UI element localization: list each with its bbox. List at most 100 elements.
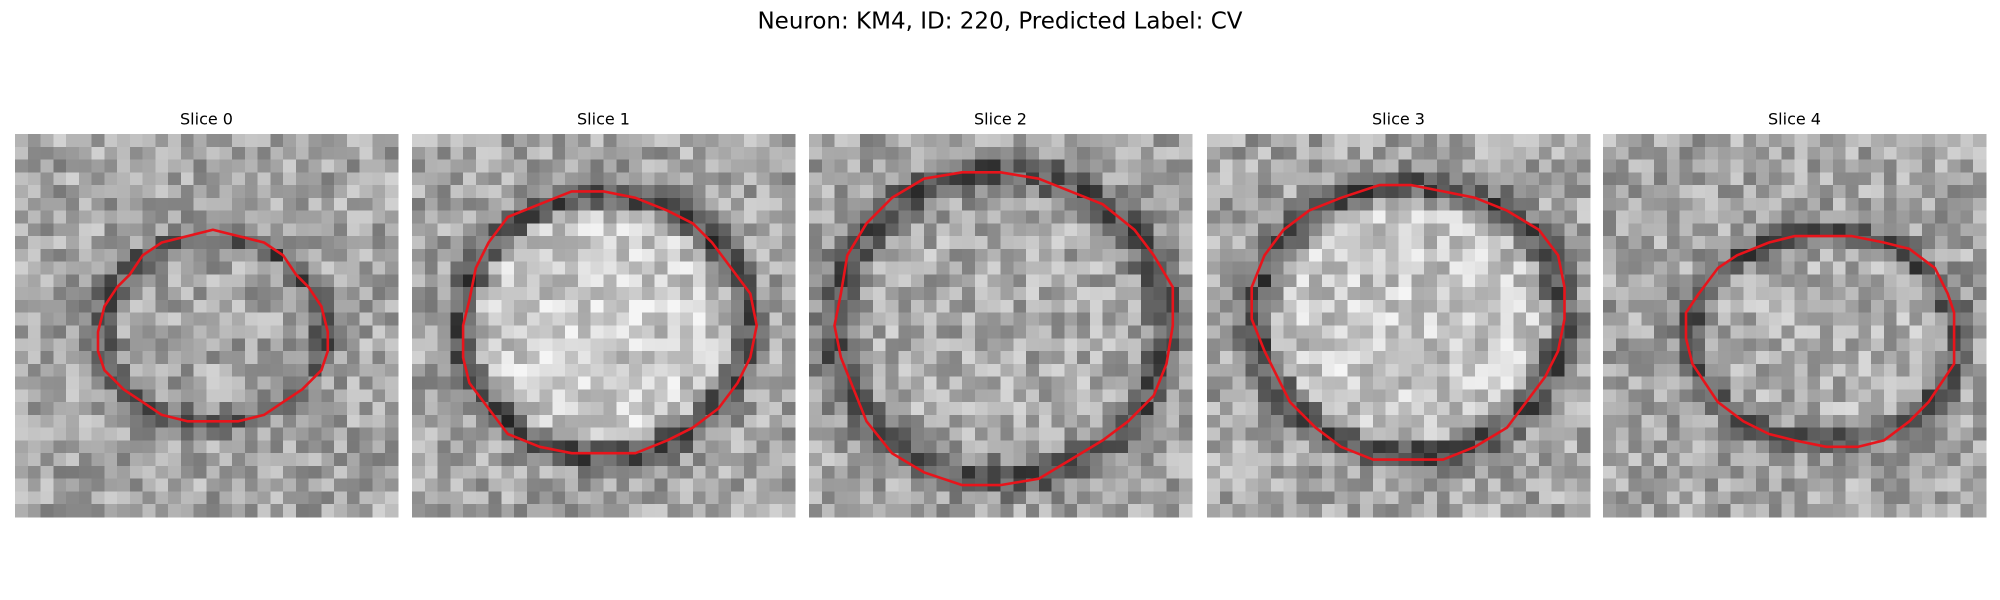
pixel: [1679, 146, 1693, 161]
pixel: [346, 159, 361, 173]
pixel: [1603, 376, 1617, 390]
pixel: [731, 299, 745, 314]
pixel: [437, 172, 451, 186]
pixel: [667, 248, 681, 263]
pixel: [104, 389, 118, 403]
pixel: [1934, 478, 1949, 493]
pixel: [923, 172, 938, 186]
pixel: [1207, 338, 1221, 352]
pixel: [692, 172, 707, 186]
pixel: [1500, 134, 1514, 148]
pixel: [232, 338, 246, 352]
pixel: [1334, 402, 1349, 416]
pixel: [782, 287, 796, 301]
pixel: [872, 414, 887, 429]
pixel: [1577, 376, 1591, 390]
pixel: [1334, 427, 1349, 441]
pixel: [27, 389, 42, 403]
pixel: [1064, 159, 1078, 173]
pixel: [1115, 261, 1129, 276]
pixel: [168, 210, 182, 224]
pixel: [1743, 146, 1757, 161]
pixel: [53, 363, 67, 378]
pixel: [1166, 261, 1180, 276]
pixel: [1743, 427, 1757, 441]
pixel: [1398, 427, 1412, 441]
pixel: [1270, 236, 1285, 250]
pixel: [1089, 236, 1104, 250]
pixel: [1564, 465, 1578, 480]
pixel: [1896, 440, 1910, 454]
pixel: [295, 287, 310, 301]
pixel: [743, 440, 758, 454]
pixel: [1922, 478, 1936, 493]
pixel: [1666, 299, 1681, 314]
pixel: [1794, 261, 1808, 276]
pixel: [334, 312, 348, 327]
pixel: [1756, 172, 1770, 186]
pixel: [1245, 261, 1259, 276]
pixel: [206, 338, 220, 352]
pixel: [1909, 325, 1923, 339]
pixel: [603, 248, 617, 263]
pixel: [680, 312, 694, 327]
pixel: [270, 325, 284, 339]
pixel: [962, 363, 976, 378]
pixel: [257, 134, 271, 148]
pixel: [743, 274, 758, 288]
pixel: [705, 146, 719, 161]
pixel: [53, 414, 67, 429]
pixel: [1845, 299, 1859, 314]
pixel: [1615, 325, 1630, 339]
pixel: [359, 325, 374, 339]
pixel: [1871, 210, 1885, 224]
pixel: [1641, 363, 1655, 378]
pixel: [1487, 389, 1502, 403]
pixel: [206, 427, 220, 441]
pixel: [1411, 274, 1425, 288]
pixel: [756, 363, 771, 378]
pixel: [40, 325, 54, 339]
pixel: [680, 504, 694, 518]
pixel: [1270, 363, 1285, 378]
pixel: [1258, 172, 1272, 186]
pixel: [1000, 465, 1014, 480]
pixel: [1577, 465, 1591, 480]
pixel: [488, 427, 502, 441]
pixel: [1960, 287, 1974, 301]
pixel: [1526, 427, 1540, 441]
pixel: [66, 299, 80, 314]
pixel: [1883, 197, 1898, 212]
pixel: [372, 389, 386, 403]
pixel: [667, 402, 681, 416]
pixel: [911, 185, 925, 199]
pixel: [1475, 338, 1489, 352]
pixel: [359, 402, 374, 416]
pixel: [1038, 325, 1053, 339]
pixel: [346, 414, 361, 429]
pixel: [667, 453, 681, 467]
pixel: [1871, 414, 1885, 429]
pixel: [232, 325, 246, 339]
pixel: [667, 261, 681, 276]
pixel: [987, 261, 1002, 276]
pixel: [308, 414, 322, 429]
pixel: [654, 465, 668, 480]
pixel: [219, 287, 233, 301]
pixel: [847, 223, 861, 237]
pixel: [590, 376, 605, 390]
pixel: [1807, 338, 1821, 352]
pixel: [180, 261, 195, 276]
pixel: [834, 389, 848, 403]
pixel: [155, 172, 169, 186]
pixel: [1372, 440, 1387, 454]
pixel: [552, 363, 566, 378]
pixel: [923, 351, 938, 365]
pixel: [283, 223, 297, 237]
pixel: [475, 363, 490, 378]
pixel: [53, 248, 67, 263]
pixel: [885, 287, 899, 301]
pixel: [1462, 172, 1476, 186]
pixel: [692, 146, 707, 161]
pixel: [1743, 465, 1757, 480]
